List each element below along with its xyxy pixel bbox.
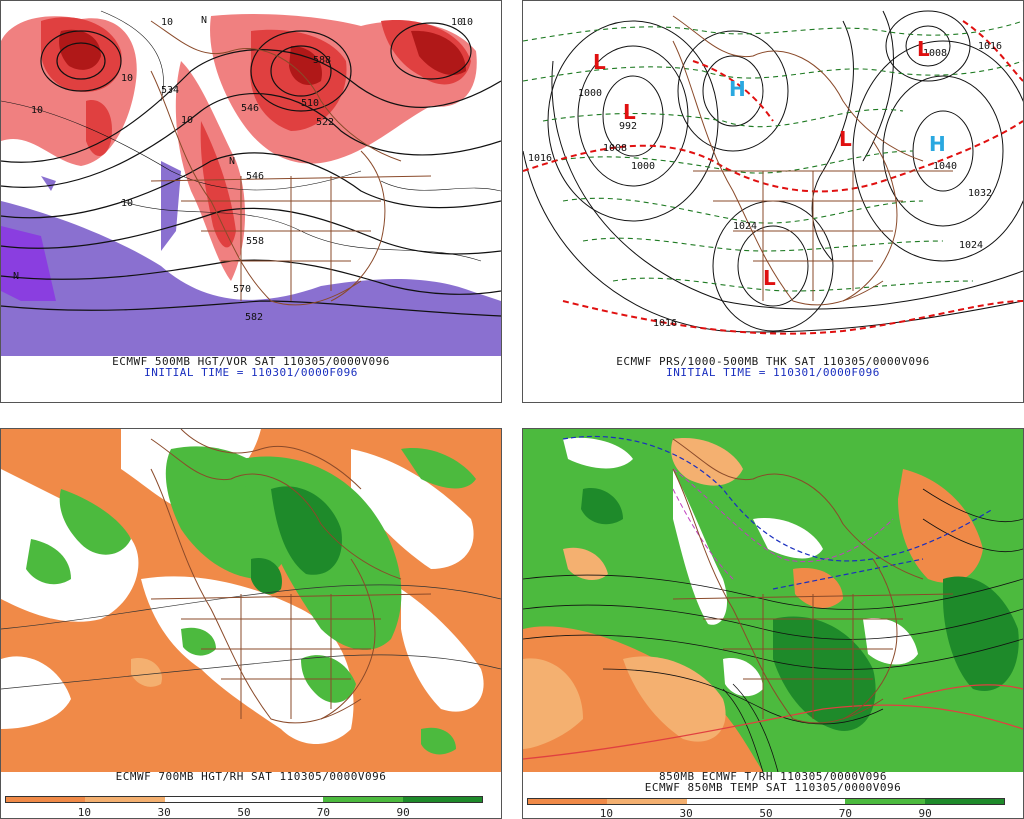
low-center: L [839,127,852,151]
colorbar-tick: 50 [237,806,251,819]
map-700mb-rh [1,429,501,772]
low-center: L [593,50,606,74]
caption-line2: INITIAL TIME = 110301/0000F096 [144,366,358,379]
contour-label: 10 [31,105,43,116]
colorbar-tick: 70 [316,806,330,819]
panel-850mb-temp-rh: 850MB ECMWF T/RH 110305/0000V096 ECMWF 8… [522,428,1024,819]
map-850mb-temp-rh [523,429,1023,772]
rh-colorbar [527,798,1005,805]
contour-label: 546 [246,171,264,182]
contour-label: 10 [181,115,193,126]
isobar-label: 1024 [733,221,757,232]
contour-label: 570 [233,284,251,295]
isobar-label: 1016 [653,318,677,329]
colorbar-tick: 70 [838,807,852,819]
isobar-label: 992 [619,121,637,132]
low-center: L [763,266,776,290]
contour-label: 10 [121,73,133,84]
colorbar-tick: 90 [396,806,410,819]
low-center: L [623,100,636,124]
isobar-label: 1000 [578,88,602,99]
isobar-label: 1032 [968,188,992,199]
rh-colorbar-ticks: 10 30 50 70 90 [527,807,1005,819]
rh-colorbar-ticks: 10 30 50 70 90 [5,806,483,818]
contour-label: N [201,15,207,26]
high-center: H [729,77,746,101]
isobar-label: 1008 [923,48,947,59]
contour-label: 10 [161,17,173,28]
low-center: L [917,37,930,61]
colorbar-tick: 10 [77,806,91,819]
colorbar-tick: 30 [679,807,693,819]
colorbar-tick: 10 [599,807,613,819]
isobar-label: 1016 [528,153,552,164]
map-500mb-vorticity: 10 10 10 10 N N 10 588 510 522 546 558 5… [1,1,501,356]
panel-500mb-vorticity: 10 10 10 10 N N 10 588 510 522 546 558 5… [0,0,502,403]
contour-label: 10 [461,17,473,28]
colorbar-tick: 30 [157,806,171,819]
caption-line1: ECMWF PRS/1000-500MB THK SAT 110305/0000… [616,355,930,368]
isobar-label: 1024 [959,240,983,251]
caption-line2: ECMWF 850MB TEMP SAT 110305/0000V096 [644,781,902,794]
panel-pressure-thickness: 1000 992 1008 1016 1016 1040 1032 1024 1… [522,0,1024,403]
rh-colorbar [5,796,483,803]
colorbar-tick: 50 [759,807,773,819]
contour-label: 582 [245,312,263,323]
contour-label: 546 [241,103,259,114]
map-pressure-thickness: 1000 992 1008 1016 1016 1040 1032 1024 1… [523,1,1023,356]
caption-line1: ECMWF 500MB HGT/VOR SAT 110305/0000V096 [112,355,390,368]
contour-label: 558 [246,236,264,247]
isobar-label: 1040 [933,161,957,172]
isobar-label: 1016 [978,41,1002,52]
caption-line1: 850MB ECMWF T/RH 110305/0000V096 [659,770,887,783]
contour-label: 10 [121,198,133,209]
contour-label: 534 [161,85,179,96]
caption-line2: INITIAL TIME = 110301/0000F096 [666,366,880,379]
isobar-label: 1000 [631,161,655,172]
contour-label: 522 [316,117,334,128]
contour-label: N [13,271,19,282]
colorbar-tick: 90 [918,807,932,819]
contour-label: 588 [313,55,331,66]
contour-label: 10 [451,17,463,28]
panel-700mb-rh: ECMWF 700MB HGT/RH SAT 110305/0000V096 1… [0,428,502,819]
isobar-label: 1008 [603,143,627,154]
caption-line1: ECMWF 700MB HGT/RH SAT 110305/0000V096 [115,770,387,783]
high-center: H [929,132,946,156]
contour-label: 510 [301,98,319,109]
contour-label: N [229,156,235,167]
